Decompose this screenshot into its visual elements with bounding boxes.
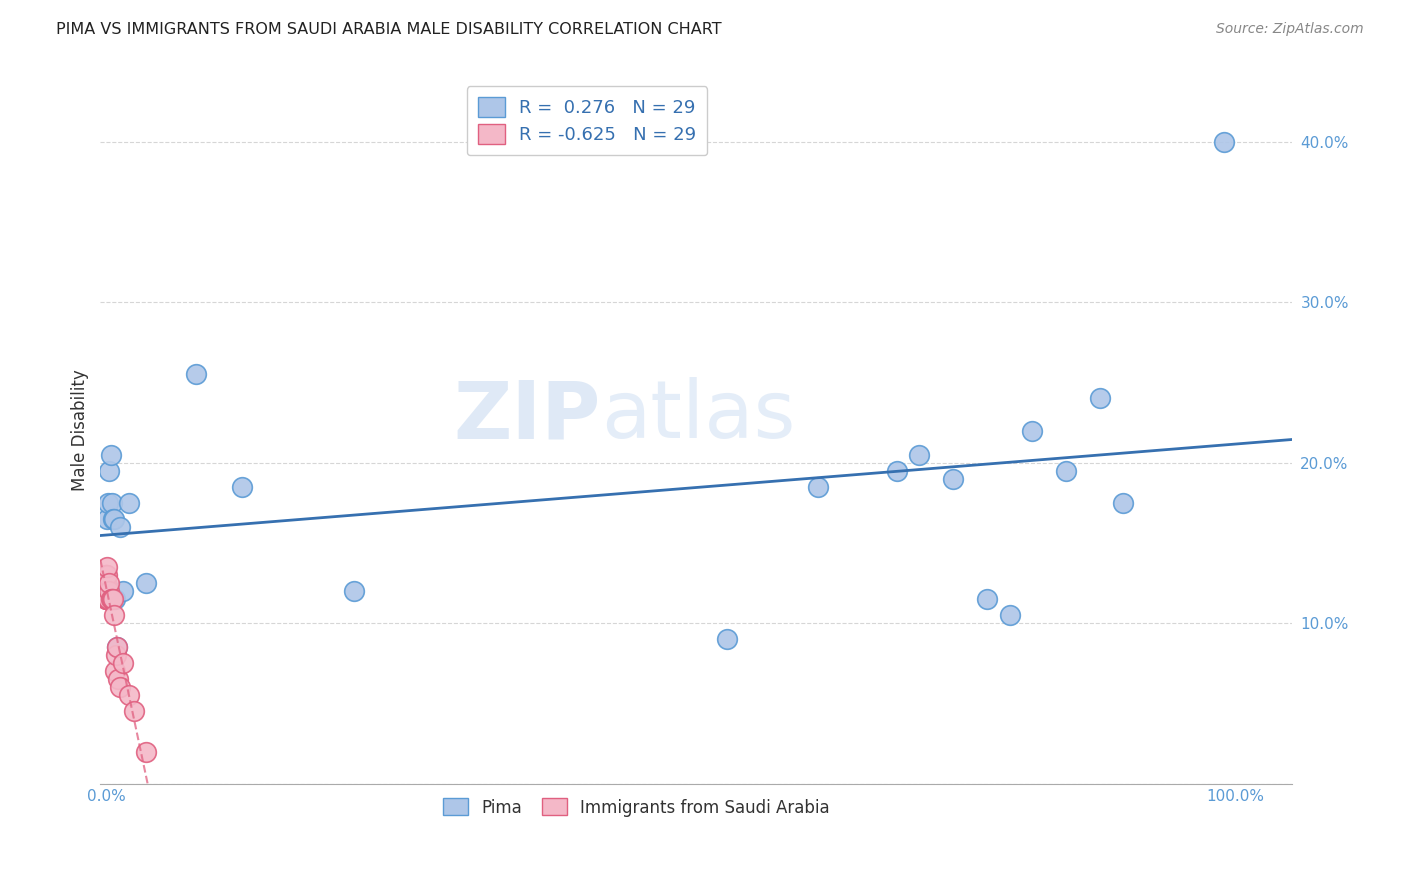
Point	[135, 745, 157, 759]
Legend: Pima, Immigrants from Saudi Arabia: Pima, Immigrants from Saudi Arabia	[434, 790, 838, 825]
Point	[886, 464, 908, 478]
Point	[94, 592, 117, 607]
Point	[98, 584, 121, 599]
Point	[976, 592, 998, 607]
Point	[1021, 424, 1043, 438]
Point	[101, 592, 124, 607]
Point	[108, 520, 131, 534]
Point	[105, 640, 128, 655]
Point	[117, 689, 139, 703]
Y-axis label: Male Disability: Male Disability	[72, 369, 89, 491]
Text: ZIP: ZIP	[454, 377, 600, 456]
Point	[94, 592, 117, 607]
Point	[343, 584, 366, 599]
Point	[104, 665, 127, 679]
Point	[105, 648, 128, 663]
Point	[101, 512, 124, 526]
Point	[103, 608, 125, 623]
Point	[186, 368, 208, 382]
Point	[103, 512, 125, 526]
Point	[100, 592, 122, 607]
Point	[942, 472, 965, 486]
Point	[1111, 496, 1133, 510]
Point	[96, 584, 118, 599]
Point	[135, 576, 157, 591]
Point	[108, 681, 131, 695]
Point	[122, 705, 145, 719]
Point	[100, 448, 122, 462]
Text: Source: ZipAtlas.com: Source: ZipAtlas.com	[1216, 22, 1364, 37]
Text: atlas: atlas	[600, 377, 796, 456]
Point	[117, 496, 139, 510]
Point	[96, 568, 118, 582]
Point	[111, 584, 134, 599]
Point	[716, 632, 738, 647]
Point	[105, 640, 128, 655]
Point	[1054, 464, 1077, 478]
Point	[998, 608, 1021, 623]
Point	[231, 480, 253, 494]
Point	[96, 512, 118, 526]
Point	[104, 592, 127, 607]
Point	[100, 592, 122, 607]
Point	[1213, 135, 1236, 149]
Text: PIMA VS IMMIGRANTS FROM SAUDI ARABIA MALE DISABILITY CORRELATION CHART: PIMA VS IMMIGRANTS FROM SAUDI ARABIA MAL…	[56, 22, 721, 37]
Point	[107, 673, 129, 687]
Point	[908, 448, 931, 462]
Point	[94, 576, 117, 591]
Point	[94, 576, 117, 591]
Point	[96, 592, 118, 607]
Point	[96, 560, 118, 574]
Point	[100, 496, 122, 510]
Point	[97, 592, 120, 607]
Point	[98, 576, 121, 591]
Point	[97, 592, 120, 607]
Point	[94, 584, 117, 599]
Point	[94, 584, 117, 599]
Point	[807, 480, 830, 494]
Point	[1088, 392, 1111, 406]
Point	[98, 464, 121, 478]
Point	[97, 496, 120, 510]
Point	[94, 568, 117, 582]
Point	[94, 568, 117, 582]
Point	[111, 657, 134, 671]
